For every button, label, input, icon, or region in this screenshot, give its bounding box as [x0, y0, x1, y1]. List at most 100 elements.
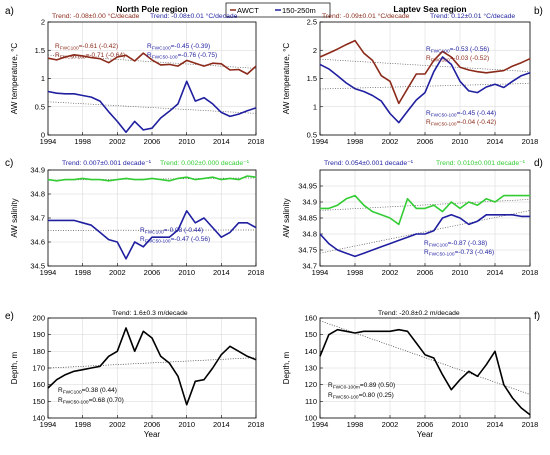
- data-point: [319, 208, 321, 209]
- trend-line-0: [319, 320, 531, 395]
- data-point: [194, 179, 196, 181]
- data-point: [186, 210, 188, 212]
- data-point: [415, 342, 417, 344]
- data-point: [398, 329, 400, 331]
- data-point: [255, 359, 257, 361]
- data-point: [520, 195, 522, 197]
- data-point: [160, 179, 162, 181]
- correlation-annotation: RFWC100=0.38 (0.44): [58, 387, 117, 396]
- y-tick-label: 100: [304, 414, 317, 423]
- data-point: [134, 121, 136, 122]
- data-point: [328, 208, 330, 209]
- trend-text: Trend: -0.08±0.01 °C/decade: [150, 12, 238, 20]
- data-point: [203, 217, 205, 219]
- trend-text: Trend: -0.09±0.01 °C/decade: [322, 12, 410, 20]
- data-point: [380, 214, 382, 216]
- x-tick-label: 2010: [452, 420, 469, 429]
- data-point: [246, 73, 248, 75]
- data-point: [503, 87, 505, 88]
- data-point: [177, 375, 179, 377]
- data-point: [99, 179, 101, 181]
- data-point: [512, 214, 513, 216]
- data-point: [363, 252, 365, 254]
- panel-b: 1994 1998 2002 2006 2010 2014 2018 0.5 1 1.5 2 2.5 A…: [282, 4, 543, 146]
- data-point: [246, 355, 248, 357]
- trend-text: Trend: 0.054±0.001 decade⁻¹: [324, 160, 414, 167]
- y-tick-label: 150: [304, 330, 317, 339]
- data-point: [64, 179, 66, 181]
- y-tick-label: 2: [41, 18, 45, 27]
- data-point: [407, 236, 408, 238]
- legend-label-0: AWCT: [237, 6, 259, 15]
- data-point: [212, 103, 214, 105]
- data-point: [177, 103, 179, 105]
- x-tick-label: 2006: [144, 420, 161, 429]
- x-tick-label: 2010: [178, 137, 195, 146]
- data-point: [90, 96, 92, 98]
- trend-line-0: [319, 58, 531, 72]
- data-point: [108, 111, 110, 113]
- y-axis-label: AW salinity: [282, 198, 291, 237]
- data-point: [220, 236, 222, 238]
- x-axis-label: Year: [144, 430, 161, 439]
- data-point: [503, 214, 505, 216]
- data-point: [177, 229, 179, 231]
- x-tick-label: 1998: [74, 137, 91, 146]
- x-tick-label: 1994: [312, 420, 329, 429]
- data-point: [142, 179, 144, 181]
- data-point: [442, 217, 443, 219]
- data-point: [328, 52, 330, 54]
- data-point: [503, 195, 505, 197]
- data-point: [47, 57, 49, 59]
- data-point: [238, 69, 240, 70]
- data-point: [151, 236, 153, 238]
- data-point: [328, 68, 330, 70]
- x-tick-label: 1998: [74, 420, 91, 429]
- y-tick-label: 120: [304, 380, 317, 389]
- x-tick-label: 2014: [487, 420, 504, 429]
- data-point: [345, 252, 347, 254]
- data-point: [459, 208, 461, 209]
- data-point: [450, 64, 452, 65]
- data-point: [56, 59, 58, 61]
- data-point: [450, 201, 452, 203]
- data-point: [229, 232, 231, 233]
- y-tick-label: 150: [32, 397, 45, 406]
- data-point: [194, 100, 196, 102]
- data-point: [108, 239, 110, 241]
- data-point: [255, 65, 257, 67]
- data-point: [450, 389, 452, 391]
- data-point: [151, 178, 153, 179]
- data-point: [64, 93, 66, 95]
- x-axis-label: Year: [417, 430, 434, 439]
- data-point: [134, 241, 136, 243]
- correlation-annotation: RFWC50-100=-0.73 (-0.46): [424, 249, 494, 258]
- trend-text: Trend: -0.08±0.00 °C/decade: [52, 12, 140, 20]
- data-point: [424, 208, 426, 209]
- x-tick-label: 2014: [487, 137, 504, 146]
- correlation-annotation: RFWC50-100=-0.04 (-0.42): [426, 119, 496, 128]
- y-tick-label: 130: [304, 364, 317, 373]
- data-point: [520, 407, 522, 409]
- data-point: [407, 330, 408, 332]
- legend-label-1: 150-250m: [282, 6, 316, 15]
- trend-line-1: [319, 210, 531, 254]
- correlation-annotation: RFWC100=-0.87 (-0.38): [424, 240, 487, 249]
- data-point: [477, 375, 478, 377]
- panel-d: 1994 1998 2002 2006 2010 2014 2018 34.7 34.75 34.…: [282, 158, 543, 277]
- data-point: [398, 224, 400, 225]
- data-point: [47, 220, 49, 221]
- data-point: [160, 117, 162, 119]
- data-point: [212, 367, 214, 369]
- correlation-annotation: RFWC50-100=-0.76 (-0.75): [147, 52, 217, 61]
- data-point: [433, 230, 435, 232]
- y-tick-label: 0.5: [35, 102, 45, 111]
- data-point: [56, 92, 58, 94]
- data-point: [116, 56, 118, 58]
- data-point: [56, 220, 58, 221]
- data-point: [354, 40, 356, 41]
- data-point: [529, 72, 531, 74]
- y-tick-label: 34.75: [298, 246, 317, 255]
- data-point: [186, 80, 188, 82]
- data-point: [125, 131, 127, 133]
